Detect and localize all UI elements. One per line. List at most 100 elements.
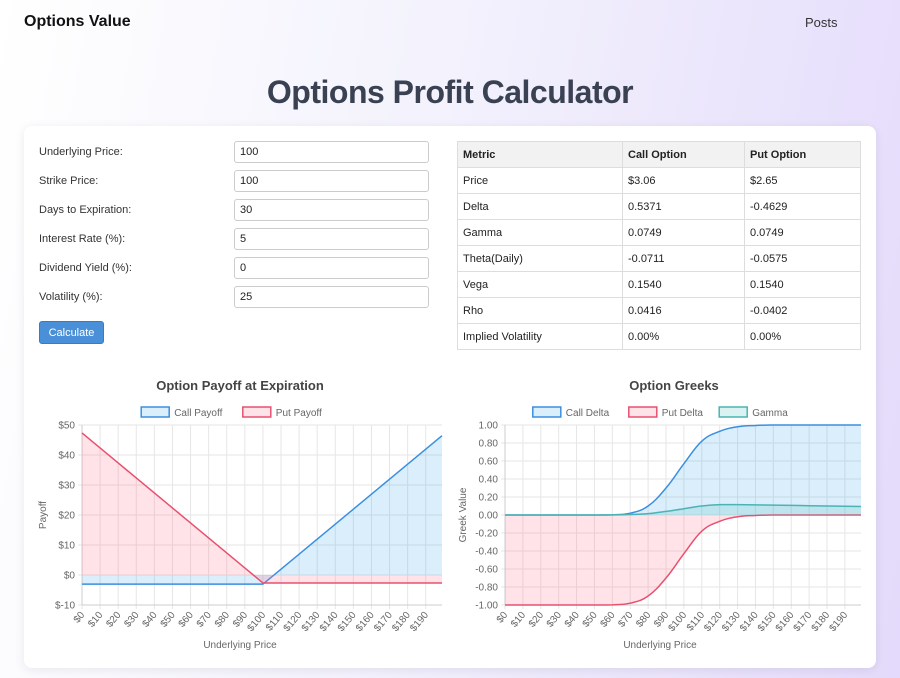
x-tick-label: $180 (390, 610, 413, 634)
legend-item[interactable]: Gamma (718, 406, 788, 419)
field-label: Volatility (%): (39, 291, 103, 303)
x-tick-label: $120 (282, 610, 305, 634)
y-tick-label: -0.20 (475, 529, 498, 540)
x-tick-label: $160 (774, 610, 797, 634)
x-tick-label: $100 (666, 610, 689, 634)
legend-swatch (242, 406, 272, 418)
x-tick-label: $10 (86, 610, 105, 630)
y-axis-label: Payoff (38, 501, 49, 529)
brand-logo[interactable]: Options Value (24, 13, 131, 30)
y-tick-label: 0.20 (479, 493, 499, 504)
y-tick-label: $-10 (55, 601, 75, 612)
legend-item[interactable]: Call Payoff (140, 406, 223, 419)
table-cell: 0.00% (744, 323, 861, 350)
x-tick-label: $110 (264, 610, 287, 634)
column-header: Metric (457, 141, 623, 168)
y-tick-label: -1.00 (475, 601, 498, 612)
field-label: Strike Price: (39, 175, 99, 187)
x-tick-label: $10 (509, 610, 528, 630)
x-tick-label: $120 (702, 610, 725, 634)
underlying-price-row: Underlying Price: (39, 141, 429, 163)
table-cell: 0.00% (622, 323, 745, 350)
legend-item[interactable]: Call Delta (532, 406, 610, 419)
field-label: Underlying Price: (39, 146, 123, 158)
series-fill-call-delta (505, 425, 861, 515)
x-tick-label: $150 (336, 610, 359, 634)
x-tick-label: $60 (598, 610, 617, 630)
column-header: Put Option (744, 141, 861, 168)
series-fill-put-payoff (82, 432, 442, 583)
legend-label: Put Payoff (276, 408, 322, 419)
x-axis-label: Underlying Price (203, 640, 277, 651)
x-tick-label: $190 (408, 610, 431, 634)
x-tick-label: $40 (141, 610, 160, 630)
y-axis-label: Greek Value (458, 487, 469, 542)
dividend-yield-input[interactable] (234, 257, 429, 279)
x-axis-label: Underlying Price (623, 640, 697, 651)
y-tick-label: $10 (58, 541, 75, 552)
x-tick-label: $30 (545, 610, 564, 630)
table-header-row: Metric Call Option Put Option (457, 141, 861, 168)
legend-swatch (532, 406, 562, 418)
table-cell: Rho (457, 297, 623, 324)
field-label: Interest Rate (%): (39, 233, 126, 245)
interest-row: Interest Rate (%): (39, 228, 429, 250)
table-cell: -0.0711 (622, 245, 745, 272)
legend-item[interactable]: Put Payoff (242, 406, 322, 419)
calculator-card: Underlying Price: Strike Price: Days to … (24, 126, 876, 668)
interest-rate-input[interactable] (234, 228, 429, 250)
x-tick-label: $50 (159, 610, 178, 630)
nav-posts-link[interactable]: Posts (805, 15, 838, 30)
chart-1: 1.00 0.80 0.60 0.40 0.20 0.00 -0.20 -0.40 -0.60 -… (458, 406, 862, 651)
y-tick-label: 0.00 (479, 511, 499, 522)
field-label: Dividend Yield (%): (39, 262, 132, 274)
x-tick-label: $80 (213, 610, 232, 630)
y-tick-label: 0.80 (479, 439, 499, 450)
x-tick-label: $160 (354, 610, 377, 634)
series-line-put-payoff (81, 432, 442, 584)
y-tick-label: -0.80 (475, 583, 498, 594)
days-to-expiration-input[interactable] (234, 199, 429, 221)
table-row: Price $3.06 $2.65 (457, 167, 861, 194)
legend-label: Call Payoff (174, 408, 222, 419)
y-tick-label: $0 (64, 571, 76, 582)
legend-label: Call Delta (566, 408, 610, 419)
series-fill-gamma (505, 504, 861, 515)
calculate-button[interactable]: Calculate (39, 321, 104, 344)
x-tick-label: $180 (810, 610, 833, 634)
strike-price-input[interactable] (234, 170, 429, 192)
y-tick-label: -0.40 (475, 547, 498, 558)
series-fill-put-delta (505, 515, 861, 605)
dividend-row: Dividend Yield (%): (39, 257, 429, 279)
volatility-row: Volatility (%): (39, 286, 429, 308)
y-tick-label: -0.60 (475, 565, 498, 576)
table-cell: Vega (457, 271, 623, 298)
strike-price-row: Strike Price: (39, 170, 429, 192)
table-row: Rho 0.0416 -0.0402 (457, 297, 861, 324)
x-tick-label: $50 (581, 610, 600, 630)
series-fill-call-payoff (82, 435, 442, 585)
table-row: Gamma 0.0749 0.0749 (457, 219, 861, 246)
legend-item[interactable]: Put Delta (628, 406, 704, 419)
series-line-put-delta (505, 514, 861, 606)
x-tick-label: $30 (122, 610, 141, 630)
volatility-input[interactable] (234, 286, 429, 308)
underlying-price-input[interactable] (234, 141, 429, 163)
results-table: Metric Call Option Put Option Price $3.06… (457, 141, 861, 350)
legend-swatch (140, 406, 170, 418)
table-row: Delta 0.5371 -0.4629 (457, 193, 861, 220)
series-line-gamma (505, 503, 862, 516)
y-tick-label: $40 (58, 451, 75, 462)
x-tick-label: $40 (563, 610, 582, 630)
legend-label: Gamma (752, 408, 788, 419)
x-tick-label: $130 (720, 610, 743, 634)
table-cell: 0.1540 (744, 271, 861, 298)
x-tick-label: $20 (527, 610, 546, 630)
chart-0: $50$40$30$20$10$0$-10$0$10$20$30$40$50$6… (38, 406, 443, 651)
table-row: Theta(Daily) -0.0711 -0.0575 (457, 245, 861, 272)
legend-label: Put Delta (662, 408, 704, 419)
x-tick-label: $100 (245, 610, 268, 634)
series-line-call-payoff (82, 435, 443, 585)
x-tick-label: $70 (195, 610, 214, 630)
legend-swatch (628, 406, 658, 418)
